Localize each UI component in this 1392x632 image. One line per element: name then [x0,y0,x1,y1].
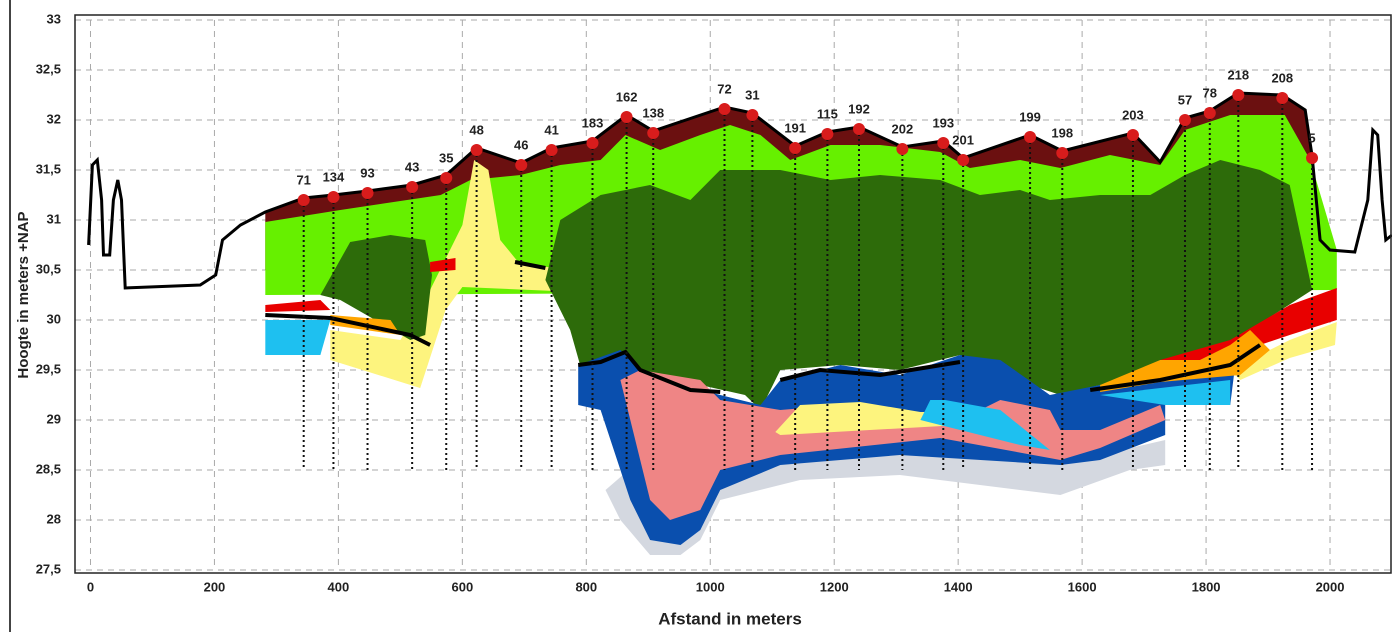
borehole-label: 192 [848,101,870,116]
borehole-label: 208 [1271,70,1293,85]
y-tick-label: 28 [47,511,61,526]
y-tick-label: 32,5 [36,61,61,76]
y-tick-label: 29 [47,411,61,426]
x-tick-label: 1200 [820,579,849,594]
borehole-point [1306,152,1318,164]
x-tick-label: 0 [87,579,94,594]
borehole-point [1024,131,1036,143]
borehole-label: 198 [1051,125,1073,140]
borehole-label: 57 [1178,92,1192,107]
borehole-label: 193 [932,115,954,130]
page: 27,5 28 28,5 29 29,5 30 30,5 31 31,5 32 32,5 33 0 200… [0,0,1392,632]
borehole-label: 202 [892,121,914,136]
borehole-label: 183 [582,115,604,130]
borehole-label: 201 [952,132,974,147]
borehole-point [621,111,633,123]
borehole-label: 71 [296,172,310,187]
borehole-label: 31 [745,87,759,102]
borehole-point [440,172,452,184]
borehole-label: 48 [469,122,483,137]
borehole-point [1204,107,1216,119]
y-axis-label: Hoogte in meters +NAP [15,211,32,378]
borehole-label: 134 [323,169,345,184]
x-tick-label: 400 [328,579,350,594]
borehole-label: 46 [514,137,528,152]
borehole-label: 43 [405,159,419,174]
borehole-point [1232,89,1244,101]
borehole-label: 162 [616,89,638,104]
y-tick-label: 27,5 [36,561,61,576]
borehole-point [406,181,418,193]
borehole-point [937,137,949,149]
borehole-label: 72 [717,81,731,96]
borehole-point [821,128,833,140]
borehole-point [327,191,339,203]
borehole-point [647,127,659,139]
x-tick-label: 800 [575,579,597,594]
x-tick-label: 2000 [1316,579,1345,594]
x-tick-label: 1600 [1068,579,1097,594]
borehole-point [789,142,801,154]
x-tick-label: 1000 [696,579,725,594]
borehole-point [746,109,758,121]
borehole-point [957,154,969,166]
borehole-point [1056,147,1068,159]
borehole-point [298,194,310,206]
borehole-label: 218 [1227,67,1249,82]
borehole-point [362,187,374,199]
borehole-label: 35 [439,150,453,165]
borehole-label: 93 [360,165,374,180]
borehole-point [471,144,483,156]
x-tick-label: 1400 [944,579,973,594]
borehole-label: 138 [642,105,664,120]
borehole-point [896,143,908,155]
borehole-point [1179,114,1191,126]
borehole-point [1276,92,1288,104]
borehole-label: 41 [544,122,558,137]
y-tick-label: 33 [47,11,61,26]
borehole-label: 199 [1019,109,1041,124]
borehole-label: 115 [817,106,838,121]
borehole-point [515,159,527,171]
x-tick-label: 200 [204,579,226,594]
borehole-point [853,123,865,135]
y-tick-label: 30 [47,311,61,326]
x-tick-label: 600 [452,579,474,594]
borehole-label: 191 [784,120,806,135]
borehole-label: 203 [1122,107,1144,122]
borehole-point [719,103,731,115]
y-tick-label: 28,5 [36,461,61,476]
x-tick-label: 1800 [1192,579,1221,594]
y-tick-label: 31 [47,211,61,226]
soil-layer [265,320,330,355]
borehole-point [546,144,558,156]
borehole-point [1127,129,1139,141]
y-tick-label: 29,5 [36,361,61,376]
y-tick-label: 32 [47,111,61,126]
chart: 27,5 28 28,5 29 29,5 30 30,5 31 31,5 32 32,5 33 0 200… [0,0,1392,632]
borehole-point [587,137,599,149]
x-axis-label: Afstand in meters [658,609,802,628]
borehole-label: 78 [1203,85,1217,100]
borehole-label: 5 [1308,130,1315,145]
y-tick-label: 31,5 [36,161,61,176]
y-tick-label: 30,5 [36,261,61,276]
